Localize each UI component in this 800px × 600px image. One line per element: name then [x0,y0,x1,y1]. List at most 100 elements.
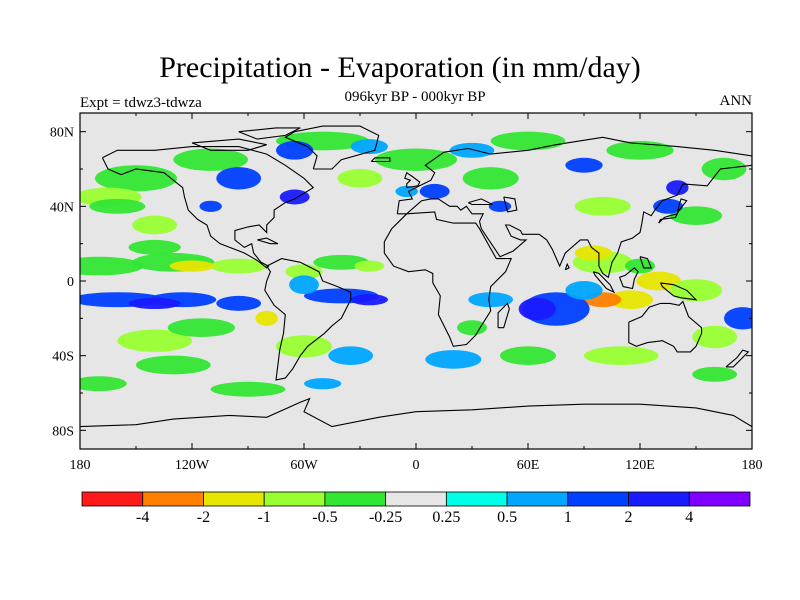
season-label: ANN [719,93,753,109]
field-patch [449,142,495,158]
colorbar-label: 1 [563,509,572,526]
field-patch [666,180,689,196]
lat-tick-label: 40S [52,350,74,365]
field-patch [210,258,267,274]
colorbar-swatch [628,491,690,507]
field-patch [500,346,556,365]
field-patch [328,346,374,365]
field-patch [216,295,262,311]
field-patch [608,290,654,309]
coastline [370,157,391,163]
colorbar-label: -2 [196,509,211,526]
field-patch [255,310,278,326]
field-patch [574,245,612,261]
coastline [404,171,421,189]
field-patch [337,169,383,188]
lon-tick-label: 180 [70,458,91,473]
field-patch [395,185,418,197]
coastline [284,125,380,170]
colorbar-label: 0.25 [432,509,461,526]
lon-tick-label: 120W [175,458,210,473]
field-patch [350,294,389,306]
coastline [564,262,570,271]
field-patch [169,260,215,272]
lon-tick-label: 120E [625,458,655,473]
coastline [658,198,688,224]
coastline [660,282,698,301]
field-patch [136,355,211,375]
coastline [639,256,653,269]
field-patch [276,335,332,358]
field-patch [692,366,738,382]
coastline [592,271,616,294]
colorbar-label: -1 [257,509,271,526]
coastline [383,211,513,347]
coastline [396,136,752,279]
field-patch [216,167,262,190]
field-patch [80,376,127,392]
colorbar-swatch [445,491,508,507]
field-patch [279,189,310,205]
coastlines [80,125,752,428]
colorbar-swatch [142,491,204,507]
field-patch [606,141,674,160]
field-patch [128,239,181,255]
field-patch [490,131,566,151]
field-patch [724,307,752,330]
field-patch [89,198,146,214]
coastline [264,258,352,381]
lon-tick-label: 0 [413,458,420,473]
field-patch [669,206,723,226]
colorbar-swatch [263,491,326,507]
colorbar-label: -0.5 [312,509,338,526]
experiment-label: Expt = tdwz3-tdwza [80,95,202,111]
field-patch [289,275,319,295]
lat-tick-label: 0 [67,275,74,290]
coastline [238,127,301,140]
field-patch [425,350,482,369]
chart-title: Precipitation - Evaporation (in mm/day) [159,51,641,84]
colorbar-swatch [567,491,629,507]
coastline [101,146,315,269]
field-patch [354,260,385,272]
field-patch [692,325,738,349]
colorbar-swatch [506,491,569,507]
lon-tick-label: 60W [290,458,318,473]
field-patch [669,279,723,302]
field-patch [457,320,487,336]
coastline [618,267,639,290]
axis-ticks: 180 120W 60W 0 60E 120E 180 80N 40N 0 40S 80S [50,113,763,473]
lon-tick-label: 180 [742,458,763,473]
colorbar-swatch [81,491,144,507]
colorbar-label: -0.25 [368,509,403,526]
field-patch [128,297,181,309]
field-patch [462,167,519,190]
field-patch [488,200,512,212]
colorbar-label: 4 [685,509,694,526]
coastline [80,397,752,428]
field-patch [167,318,235,337]
field-patch [518,297,556,321]
coastline [468,198,493,206]
field-patch [574,197,631,216]
coastline [725,349,750,368]
field-patch [565,281,603,300]
colorbar-swatch [203,491,265,507]
lon-tick-label: 60E [517,458,540,473]
map-panel [80,113,752,449]
coastline [257,237,279,245]
field-patch [584,346,659,365]
colorbar [81,491,751,507]
field-patch [419,183,450,199]
field-patch [199,200,222,212]
lat-tick-label: 40N [50,200,74,215]
coastline [191,138,267,151]
lat-tick-label: 80N [50,126,74,141]
field-patch [350,139,389,155]
lat-tick-label: 80S [52,424,74,439]
colorbar-label: -4 [136,509,150,526]
field-patch [304,378,342,390]
field-patch [173,148,248,171]
colorbar-label: 2 [624,509,633,526]
